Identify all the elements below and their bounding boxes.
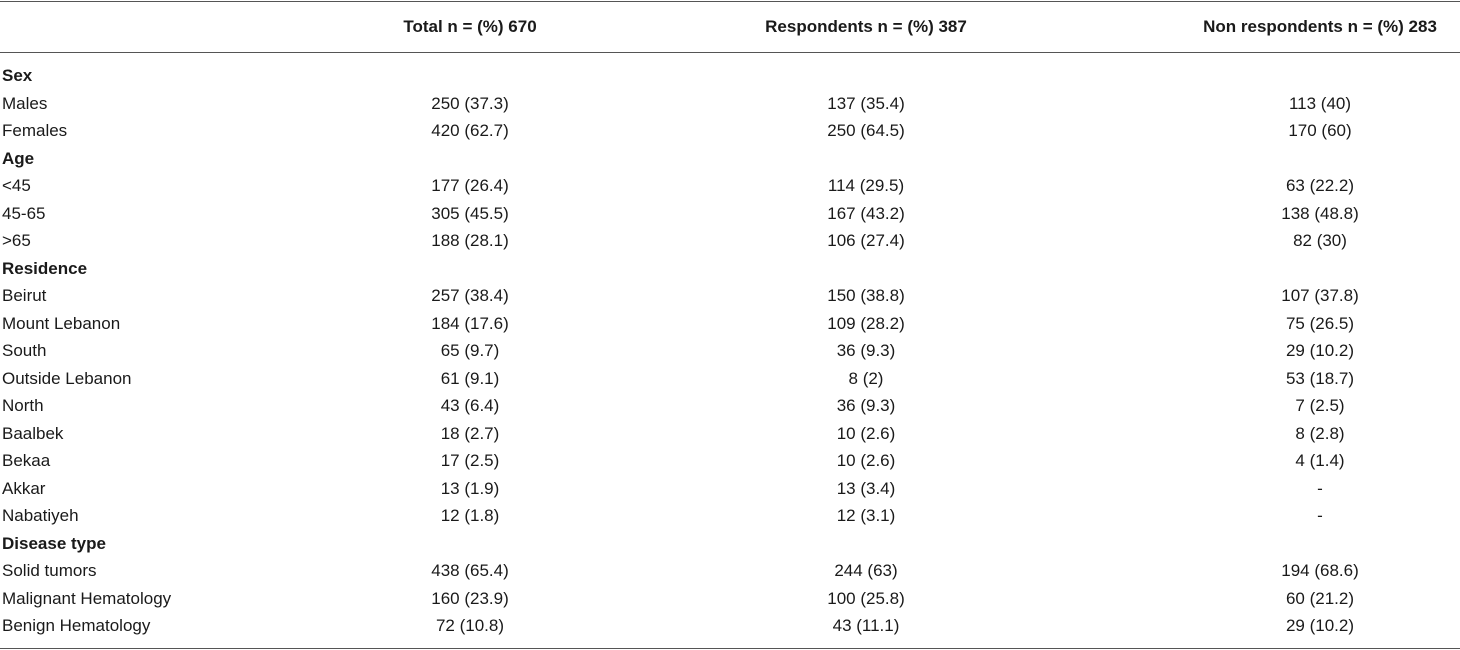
row-label: Baalbek bbox=[2, 423, 64, 443]
cell-value: 18 (2.7) bbox=[440, 423, 500, 443]
row-label: Females bbox=[2, 121, 68, 140]
row-label: <45 bbox=[2, 176, 31, 195]
cell-value: 12 (1.8) bbox=[440, 506, 500, 525]
cell-value: 184 (17.6) bbox=[431, 313, 509, 333]
cell-value: 36 (9.3) bbox=[836, 341, 896, 360]
cell-value: 13 (3.4) bbox=[836, 478, 896, 498]
cell-value: 250 (37.3) bbox=[431, 93, 509, 113]
cell-value: 188 (28.1) bbox=[431, 231, 509, 250]
cell-value: 75 (26.5) bbox=[1285, 313, 1355, 333]
cell-value: 10 (2.6) bbox=[836, 423, 896, 443]
cell-value: 160 (23.9) bbox=[431, 588, 509, 608]
cell-value: 106 (27.4) bbox=[827, 231, 905, 250]
row-label: Akkar bbox=[2, 478, 46, 498]
cell-value: 53 (18.7) bbox=[1285, 368, 1355, 388]
cell-value: 8 (2) bbox=[848, 368, 884, 388]
row-label: Males bbox=[2, 93, 48, 113]
cell-value: 177 (26.4) bbox=[431, 176, 509, 195]
cell-value: 17 (2.5) bbox=[440, 451, 500, 470]
cell-value: 7 (2.5) bbox=[1295, 396, 1345, 415]
cell-value: 257 (38.4) bbox=[431, 286, 509, 305]
cell-value: 29 (10.2) bbox=[1285, 341, 1355, 360]
cell-value: 170 (60) bbox=[1288, 121, 1352, 140]
cell-value: 113 (40) bbox=[1288, 93, 1352, 113]
cell-value: 244 (63) bbox=[834, 561, 898, 580]
cell-value: 63 (22.2) bbox=[1285, 176, 1355, 195]
cell-value: - bbox=[1317, 478, 1323, 498]
row-label: Outside Lebanon bbox=[2, 368, 132, 388]
row-label: Nabatiyeh bbox=[2, 506, 79, 525]
cell-value: 72 (10.8) bbox=[435, 616, 505, 635]
cell-value: 65 (9.7) bbox=[440, 341, 500, 360]
cell-value: 61 (9.1) bbox=[440, 368, 500, 388]
cell-value: 194 (68.6) bbox=[1281, 561, 1359, 580]
cell-value: 250 (64.5) bbox=[827, 121, 905, 140]
cell-value: 438 (65.4) bbox=[431, 561, 509, 580]
cell-value: 305 (45.5) bbox=[431, 203, 509, 223]
bottom-rule bbox=[0, 648, 1460, 649]
cell-value: 12 (3.1) bbox=[836, 506, 896, 525]
cell-value: 420 (62.7) bbox=[431, 121, 509, 140]
cell-value: 10 (2.6) bbox=[836, 451, 896, 470]
row-label: Mount Lebanon bbox=[2, 313, 121, 333]
section-title: Disease type bbox=[2, 533, 106, 553]
header-rule bbox=[0, 52, 1460, 53]
cell-value: 109 (28.2) bbox=[827, 313, 905, 333]
column-header: Total n = (%) 670 bbox=[403, 17, 537, 36]
cell-value: 60 (21.2) bbox=[1285, 588, 1355, 608]
cell-value: 8 (2.8) bbox=[1295, 423, 1345, 443]
cell-value: 100 (25.8) bbox=[827, 588, 905, 608]
section-title: Residence bbox=[2, 258, 88, 278]
top-rule bbox=[0, 1, 1460, 2]
row-label: Malignant Hematology bbox=[2, 588, 172, 608]
cell-value: 43 (11.1) bbox=[832, 616, 900, 635]
row-label: North bbox=[2, 396, 44, 415]
row-label: Solid tumors bbox=[2, 561, 97, 580]
row-label: 45-65 bbox=[2, 203, 46, 223]
cell-value: 137 (35.4) bbox=[827, 93, 905, 113]
cell-value: 36 (9.3) bbox=[836, 396, 896, 415]
section-title: Sex bbox=[2, 66, 33, 85]
row-label: Beirut bbox=[2, 286, 47, 305]
cell-value: 29 (10.2) bbox=[1285, 616, 1355, 635]
column-header: Non respondents n = (%) 283 bbox=[1203, 17, 1437, 36]
cell-value: 13 (1.9) bbox=[440, 478, 500, 498]
cell-value: 114 (29.5) bbox=[827, 176, 905, 195]
cell-value: 138 (48.8) bbox=[1281, 203, 1359, 223]
row-label: South bbox=[2, 341, 47, 360]
cell-value: 4 (1.4) bbox=[1295, 451, 1345, 470]
cell-value: 82 (30) bbox=[1293, 231, 1347, 250]
cell-value: 43 (6.4) bbox=[440, 396, 500, 415]
row-label: Benign Hematology bbox=[2, 616, 151, 635]
column-header: Respondents n = (%) 387 bbox=[765, 17, 967, 36]
cell-value: 107 (37.8) bbox=[1281, 286, 1359, 305]
cell-value: 150 (38.8) bbox=[827, 286, 905, 305]
cell-value: 167 (43.2) bbox=[827, 203, 905, 223]
row-label: >65 bbox=[2, 231, 31, 250]
row-label: Bekaa bbox=[2, 451, 51, 470]
cell-value: - bbox=[1317, 506, 1323, 525]
section-title: Age bbox=[2, 148, 35, 168]
